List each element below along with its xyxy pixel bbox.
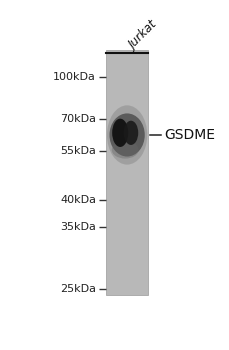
Text: Jurkat: Jurkat — [127, 19, 161, 52]
Text: 100kDa: 100kDa — [53, 72, 96, 82]
Text: 55kDa: 55kDa — [60, 146, 96, 156]
Ellipse shape — [124, 121, 138, 145]
Bar — [106, 50, 148, 295]
Ellipse shape — [107, 105, 147, 164]
Text: 70kDa: 70kDa — [60, 114, 96, 124]
Text: 40kDa: 40kDa — [60, 195, 96, 205]
Ellipse shape — [112, 141, 139, 159]
Text: 25kDa: 25kDa — [60, 284, 96, 294]
Ellipse shape — [112, 119, 128, 147]
Text: GSDME: GSDME — [164, 128, 215, 142]
Ellipse shape — [109, 113, 145, 156]
Text: 35kDa: 35kDa — [60, 222, 96, 232]
